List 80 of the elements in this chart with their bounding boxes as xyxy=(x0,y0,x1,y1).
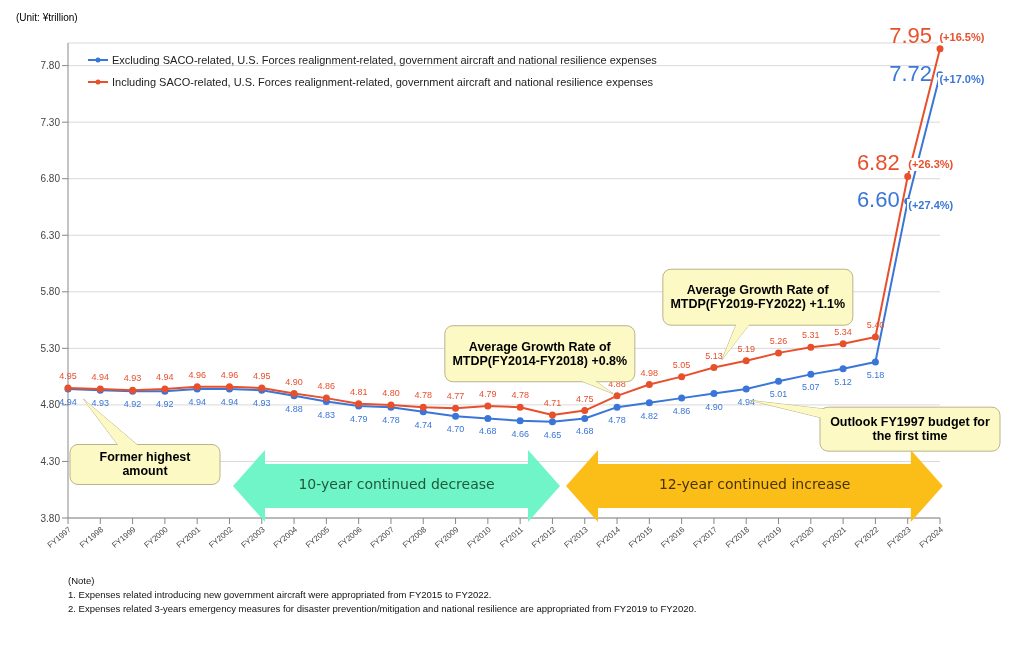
data-label: 7.95 xyxy=(889,22,932,48)
y-tick-label: 4.30 xyxy=(40,456,61,467)
data-label: 4.90 xyxy=(285,376,303,387)
annotation: Average Growth Rate of MTDP(FY2014-FY2018) +0.8% xyxy=(452,339,628,368)
annotation: Outlook FY1997 budget for the first time xyxy=(820,407,1000,452)
annotation: Former highest amount xyxy=(70,444,220,485)
data-label: 4.65 xyxy=(543,429,562,440)
data-label: 4.94 xyxy=(156,372,174,383)
data-label: 4.70 xyxy=(446,424,465,435)
data-label: 4.79 xyxy=(479,389,497,400)
legend-label: Excluding SACO-related, U.S. Forces realignment-related, government aircraft and national resilience expenses xyxy=(112,53,657,68)
annotation: 12-year continued increase xyxy=(657,476,852,493)
y-tick-label: 7.80 xyxy=(40,60,61,72)
y-tick-label: 6.80 xyxy=(40,173,61,185)
data-label: 4.93 xyxy=(253,398,271,409)
data-label: 4.86 xyxy=(317,381,336,392)
data-label: 4.96 xyxy=(220,369,239,380)
data-label: 4.71 xyxy=(543,398,562,409)
data-label: 5.26 xyxy=(769,335,788,346)
legend-label: Including SACO-related, U.S. Forces realignment-related, government aircraft and national resilience expenses xyxy=(112,75,654,90)
annotation: (+27.4%) xyxy=(907,199,955,213)
data-label: 4.96 xyxy=(188,369,206,380)
y-tick-label: 5.30 xyxy=(40,342,61,354)
data-label: 5.07 xyxy=(802,382,820,393)
data-label: 4.98 xyxy=(640,367,659,378)
data-label: 5.34 xyxy=(834,326,852,337)
data-label: 4.94 xyxy=(188,397,206,408)
data-label: 4.74 xyxy=(414,419,433,430)
data-label: 5.01 xyxy=(769,389,788,400)
data-label: 4.94 xyxy=(737,397,755,408)
data-label: 4.79 xyxy=(349,414,368,425)
data-label: 4.66 xyxy=(511,428,529,439)
data-label: 4.88 xyxy=(608,378,626,389)
data-label: 4.75 xyxy=(575,393,594,404)
data-label: 4.86 xyxy=(672,406,691,417)
data-label: 4.83 xyxy=(317,409,336,420)
y-tick-label: 4.80 xyxy=(40,399,61,411)
data-label: 4.92 xyxy=(156,399,174,410)
annotation: 10-year continued decrease xyxy=(297,476,496,493)
data-label: 4.78 xyxy=(511,390,529,401)
data-label: 4.77 xyxy=(446,391,465,402)
text: (Unit: ¥trillion) xyxy=(16,12,78,23)
data-label: 4.93 xyxy=(123,373,142,384)
data-label: 4.94 xyxy=(59,397,77,408)
y-tick-label: 7.30 xyxy=(40,116,61,128)
annotation: (+26.3%) xyxy=(907,158,955,172)
text: (Note) xyxy=(68,574,96,588)
text: 1. Expenses related introducing new government aircraft were appropriated from FY2015 to FY2022. xyxy=(68,588,493,602)
data-label: 4.82 xyxy=(640,410,659,421)
data-label: 5.31 xyxy=(802,330,820,341)
annotation: (+16.5%) xyxy=(938,30,986,44)
data-label: 4.95 xyxy=(59,370,77,381)
data-label: 6.60 xyxy=(856,187,900,213)
data-label: 5.13 xyxy=(705,350,723,361)
data-label: 4.93 xyxy=(91,398,110,409)
annotation: Average Growth Rate of MTDP(FY2019-FY2022) +1.1% xyxy=(662,269,853,326)
y-tick-label: 5.80 xyxy=(40,286,61,298)
data-label: 4.78 xyxy=(414,390,433,401)
y-tick-label: 3.80 xyxy=(40,512,61,524)
y-tick-label: 6.30 xyxy=(40,229,61,241)
data-label: 4.68 xyxy=(479,426,497,437)
data-label: 4.92 xyxy=(123,399,142,410)
data-label: 5.05 xyxy=(672,359,691,370)
data-label: 6.82 xyxy=(856,150,900,176)
data-label: 4.78 xyxy=(382,415,400,426)
data-label: 4.94 xyxy=(220,397,239,408)
data-label: 4.81 xyxy=(349,386,368,397)
data-label: 4.95 xyxy=(253,370,271,381)
data-label: 7.72 xyxy=(889,60,932,86)
data-label: 5.18 xyxy=(866,369,885,380)
data-label: 4.90 xyxy=(705,401,723,412)
data-label: 4.88 xyxy=(285,403,303,414)
text: 2. Expenses related 3-years emergency measures for disaster prevention/mitigation and national resilience are appropriated from FY2019 to FY2020. xyxy=(68,602,698,616)
data-label: 4.80 xyxy=(382,387,400,398)
data-label: 5.12 xyxy=(834,376,852,387)
data-label: 4.94 xyxy=(91,372,110,383)
data-label: 5.19 xyxy=(737,343,755,354)
data-label: 4.78 xyxy=(608,415,626,426)
data-label: 4.68 xyxy=(575,426,594,437)
annotation: (+17.0%) xyxy=(938,72,986,86)
